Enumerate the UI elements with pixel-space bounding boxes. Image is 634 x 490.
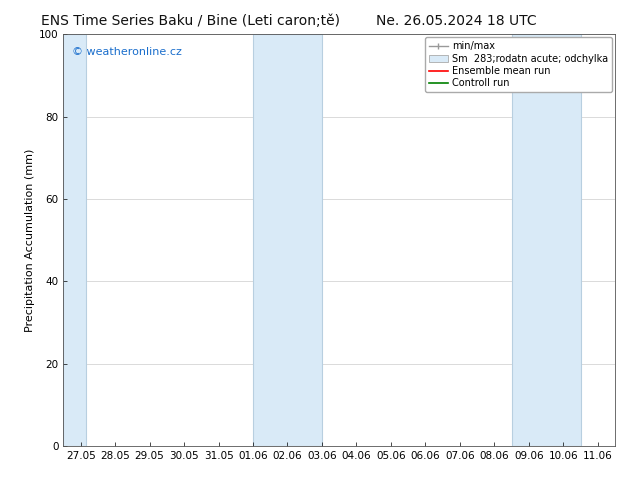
Bar <box>63 34 86 446</box>
Text: ENS Time Series Baku / Bine (Leti caron;tě): ENS Time Series Baku / Bine (Leti caron;… <box>41 14 340 28</box>
Bar <box>512 34 581 446</box>
Legend: min/max, Sm  283;rodatn acute; odchylka, Ensemble mean run, Controll run: min/max, Sm 283;rodatn acute; odchylka, … <box>425 37 612 92</box>
Text: © weatheronline.cz: © weatheronline.cz <box>72 47 181 57</box>
Bar <box>253 34 322 446</box>
Text: Ne. 26.05.2024 18 UTC: Ne. 26.05.2024 18 UTC <box>376 14 537 28</box>
Y-axis label: Precipitation Accumulation (mm): Precipitation Accumulation (mm) <box>25 148 35 332</box>
